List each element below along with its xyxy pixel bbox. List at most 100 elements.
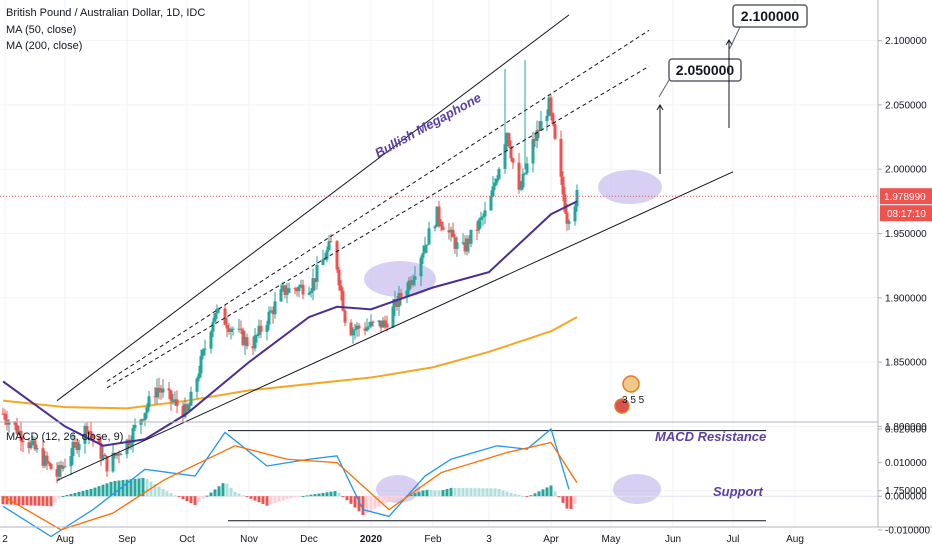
candle-body[interactable] (307, 293, 311, 295)
candle-body[interactable] (313, 278, 317, 282)
candle-body[interactable] (133, 424, 137, 429)
candle-body[interactable] (427, 228, 431, 245)
candle-body[interactable] (447, 230, 451, 233)
candle-body[interactable] (309, 291, 313, 294)
candle-body[interactable] (287, 288, 291, 293)
target-1-callout[interactable] (668, 58, 742, 82)
candle-body[interactable] (385, 323, 389, 328)
candle-body[interactable] (61, 466, 65, 469)
candle-body[interactable] (13, 421, 17, 425)
candle-body[interactable] (377, 320, 381, 323)
candle-body[interactable] (257, 325, 261, 335)
candle-body[interactable] (175, 399, 179, 406)
candle-body[interactable] (239, 328, 243, 330)
candle-body[interactable] (553, 124, 557, 139)
candle-body[interactable] (55, 469, 59, 477)
candle-body[interactable] (173, 399, 177, 401)
candle-body[interactable] (147, 396, 151, 408)
candle-body[interactable] (71, 441, 75, 457)
candle-body[interactable] (521, 173, 525, 188)
candle-body[interactable] (267, 311, 271, 325)
candle-body[interactable] (441, 226, 445, 231)
candle-body[interactable] (413, 276, 417, 280)
candle-body[interactable] (281, 285, 285, 290)
candle-body[interactable] (299, 284, 303, 287)
candle-body[interactable] (255, 334, 259, 336)
candle-body[interactable] (367, 326, 371, 328)
candle-body[interactable] (59, 464, 63, 469)
candle-body[interactable] (117, 453, 121, 456)
candle-body[interactable] (69, 456, 73, 467)
candle-body[interactable] (189, 391, 193, 406)
macd-legend[interactable]: MACD (12, 26, close, 9) (6, 431, 123, 443)
candle-body[interactable] (241, 329, 245, 346)
target-callouts[interactable]: 2.050000 2.100000 (656, 4, 808, 174)
candle-body[interactable] (491, 186, 495, 197)
candle-body[interactable] (1, 413, 5, 415)
candle-body[interactable] (353, 329, 357, 331)
candle-body[interactable] (31, 440, 35, 443)
candle-body[interactable] (355, 325, 359, 330)
candle-body[interactable] (259, 325, 263, 332)
candle-body[interactable] (567, 221, 571, 224)
candle-body[interactable] (211, 321, 215, 332)
trendlines[interactable] (0, 14, 878, 481)
candle-body[interactable] (547, 97, 551, 116)
candle-body[interactable] (227, 328, 231, 332)
candle-body[interactable] (125, 439, 129, 455)
candle-body[interactable] (311, 278, 315, 292)
candle-body[interactable] (145, 407, 149, 413)
candle-body[interactable] (85, 425, 89, 435)
candle-body[interactable] (43, 455, 47, 466)
candle-body[interactable] (209, 331, 213, 349)
candle-body[interactable] (475, 229, 479, 231)
candle-body[interactable] (47, 462, 51, 464)
candle-body[interactable] (283, 285, 287, 295)
candle-body[interactable] (89, 431, 93, 435)
megaphone-upper[interactable] (56, 14, 570, 402)
candle-body[interactable] (41, 448, 45, 466)
candle-body[interactable] (533, 139, 537, 141)
candle-body[interactable] (411, 279, 415, 285)
candle-body[interactable] (245, 337, 249, 347)
candle-body[interactable] (525, 163, 529, 174)
candle-body[interactable] (243, 337, 247, 346)
candle-body[interactable] (143, 412, 147, 420)
candle-body[interactable] (115, 453, 119, 456)
candle-body[interactable] (435, 206, 439, 227)
candle-body[interactable] (183, 404, 187, 418)
candle-body[interactable] (237, 328, 241, 330)
time-axis[interactable]: 2 Aug Sep Oct Nov Dec 2020 Feb 3 Apr May Jun Jul Aug (2, 534, 804, 545)
macd-axis[interactable]: 0.020000 0.010000 0.000000 -0.010000 (878, 425, 930, 537)
candle-body[interactable] (433, 226, 437, 229)
candle-body[interactable] (103, 454, 107, 457)
candle-body[interactable] (231, 328, 235, 330)
candle-body[interactable] (131, 428, 135, 444)
candle-body[interactable] (97, 438, 101, 444)
candle-body[interactable] (159, 390, 163, 393)
price-axis[interactable]: 2.100000 2.050000 2.000000 1.950000 1.900000… (878, 36, 932, 497)
candle-body[interactable] (3, 413, 7, 420)
candle-body[interactable] (479, 217, 483, 220)
candle-body[interactable] (29, 442, 33, 449)
macd-pane[interactable] (0, 427, 878, 538)
candle-body[interactable] (559, 138, 563, 177)
candle-body[interactable] (405, 290, 409, 298)
candle-body[interactable] (341, 290, 345, 311)
candle-body[interactable] (195, 378, 199, 392)
candle-body[interactable] (481, 216, 485, 218)
candle-body[interactable] (407, 280, 411, 291)
candle-body[interactable] (295, 289, 299, 292)
candle-body[interactable] (83, 425, 87, 444)
flag-icon[interactable] (622, 375, 640, 393)
candle-body[interactable] (565, 212, 569, 224)
candle-body[interactable] (315, 265, 319, 282)
candle-body[interactable] (511, 158, 515, 163)
candle-body[interactable] (357, 325, 361, 329)
ma50-legend[interactable]: MA (50, close) (6, 24, 76, 36)
candle-body[interactable] (203, 348, 207, 350)
candle-body[interactable] (21, 441, 25, 443)
candle-body[interactable] (45, 455, 49, 463)
candle-body[interactable] (225, 324, 229, 329)
